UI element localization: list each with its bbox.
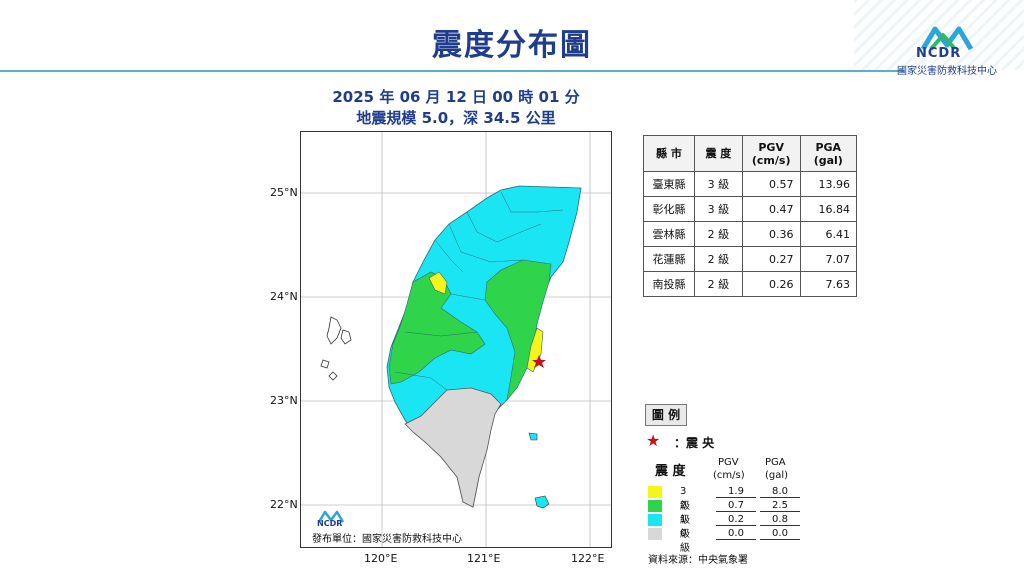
logo-org-name: 國家災害防救科技中心 xyxy=(897,66,997,77)
legend-level-label: 0 級 xyxy=(680,528,690,554)
legend-col-pga-unit: (gal) xyxy=(765,470,789,481)
cell-pga: 6.41 xyxy=(799,221,858,247)
cell-intensity: 3 級 xyxy=(693,171,743,197)
table-row: 花蓮縣 2 級 0.27 7.07 xyxy=(643,246,858,272)
col-county: 縣 市 xyxy=(643,135,695,172)
cell-intensity: 2 級 xyxy=(693,246,743,272)
legend-col-intensity: 震 度 xyxy=(655,464,686,479)
cell-county: 彰化縣 xyxy=(643,196,695,222)
legend-level-pgv: 0.2 xyxy=(716,514,756,526)
legend-epicenter-star-icon: ★ xyxy=(646,431,661,450)
cell-pgv: 0.47 xyxy=(741,196,801,222)
lat-label-25: 25°N xyxy=(270,186,298,199)
legend-col-pgv-unit: (cm/s) xyxy=(713,470,745,481)
epicenter-star-icon xyxy=(532,355,546,368)
green-island xyxy=(528,432,538,441)
cell-pgv: 0.26 xyxy=(741,271,801,297)
cell-county: 南投縣 xyxy=(643,271,695,297)
cell-intensity: 2 級 xyxy=(693,221,743,247)
legend-swatch-level2 xyxy=(648,500,662,512)
cell-pga: 16.84 xyxy=(799,196,858,222)
intensity-table: 縣 市 震 度 PGV (cm/s) PGA (gal) 臺東縣 3 級 0.5… xyxy=(643,135,858,297)
lat-label-22: 22°N xyxy=(270,498,298,511)
taiwan-level3-changhua xyxy=(428,271,448,295)
table-row: 南投縣 2 級 0.26 7.63 xyxy=(643,271,858,297)
legend-level-pgv: 1.9 xyxy=(716,486,756,498)
taiwan-level2-east xyxy=(484,259,552,402)
map-ncdr-logo-icon xyxy=(317,510,345,523)
legend-level-pga: 8.0 xyxy=(760,486,800,498)
col-intensity: 震 度 xyxy=(693,135,743,172)
map-logo-text: NCDR xyxy=(317,519,343,528)
legend-swatch-level0 xyxy=(648,528,662,540)
table-header-row: 縣 市 震 度 PGV (cm/s) PGA (gal) xyxy=(643,135,858,172)
data-source: 資料來源：中央氣象署 xyxy=(648,555,748,566)
logo-text: NCDR xyxy=(916,46,962,61)
table-row: 臺東縣 3 級 0.57 13.96 xyxy=(643,171,858,197)
county-borders xyxy=(394,191,564,391)
legend-col-pgv: PGV xyxy=(718,457,739,468)
lat-label-24: 24°N xyxy=(270,290,298,303)
legend-epicenter-label: ：震 央 xyxy=(674,436,715,450)
legend-col-pga: PGA xyxy=(765,457,786,468)
lon-label-122: 122°E xyxy=(571,552,605,565)
cell-county: 臺東縣 xyxy=(643,171,695,197)
legend-title: 圖 例 xyxy=(645,404,687,426)
legend-level-pga: 2.5 xyxy=(760,500,800,512)
cell-pgv: 0.36 xyxy=(741,221,801,247)
page-title: 震度分布圖 xyxy=(432,28,592,63)
legend-swatch-level1 xyxy=(648,514,662,526)
legend-level-label: 3 級 xyxy=(680,486,690,512)
table-row: 雲林縣 2 級 0.36 6.41 xyxy=(643,221,858,247)
taiwan-level0-area xyxy=(404,387,502,508)
cell-pga: 7.07 xyxy=(799,246,858,272)
cell-county: 雲林縣 xyxy=(643,221,695,247)
event-datetime: 2025 年 06 月 12 日 00 時 01 分 xyxy=(332,88,580,106)
map-canvas xyxy=(301,132,611,547)
cell-pga: 13.96 xyxy=(799,171,858,197)
col-pga: PGA (gal) xyxy=(799,135,858,172)
lon-label-120: 120°E xyxy=(364,552,398,565)
ncdr-logo-icon xyxy=(920,26,974,51)
legend-level-pgv: 0.7 xyxy=(716,500,756,512)
taiwan-level3-taitung xyxy=(526,327,544,373)
cell-pgv: 0.57 xyxy=(741,171,801,197)
orchid-island xyxy=(534,495,550,509)
publisher-text: 發布單位：國家災害防救科技中心 xyxy=(312,534,462,545)
table-row: 彰化縣 3 級 0.47 16.84 xyxy=(643,196,858,222)
legend-level-pga: 0.0 xyxy=(760,528,800,540)
cell-pga: 7.63 xyxy=(799,271,858,297)
legend-level-pga: 0.8 xyxy=(760,514,800,526)
intensity-map xyxy=(300,131,612,548)
cell-county: 花蓮縣 xyxy=(643,246,695,272)
header-divider xyxy=(0,70,905,72)
lon-label-121: 121°E xyxy=(467,552,501,565)
lat-label-23: 23°N xyxy=(270,394,298,407)
cell-pgv: 0.27 xyxy=(741,246,801,272)
legend-level-pgv: 0.0 xyxy=(716,528,756,540)
event-magnitude-depth: 地震規模 5.0，深 34.5 公里 xyxy=(356,109,556,127)
cell-intensity: 3 級 xyxy=(693,196,743,222)
cell-intensity: 2 級 xyxy=(693,271,743,297)
legend-level-label: 2 級 xyxy=(680,500,690,526)
legend-swatch-level3 xyxy=(648,486,662,498)
col-pgv: PGV (cm/s) xyxy=(741,135,801,172)
penghu-islands xyxy=(320,316,352,381)
legend-level-label: 1 級 xyxy=(680,514,690,540)
